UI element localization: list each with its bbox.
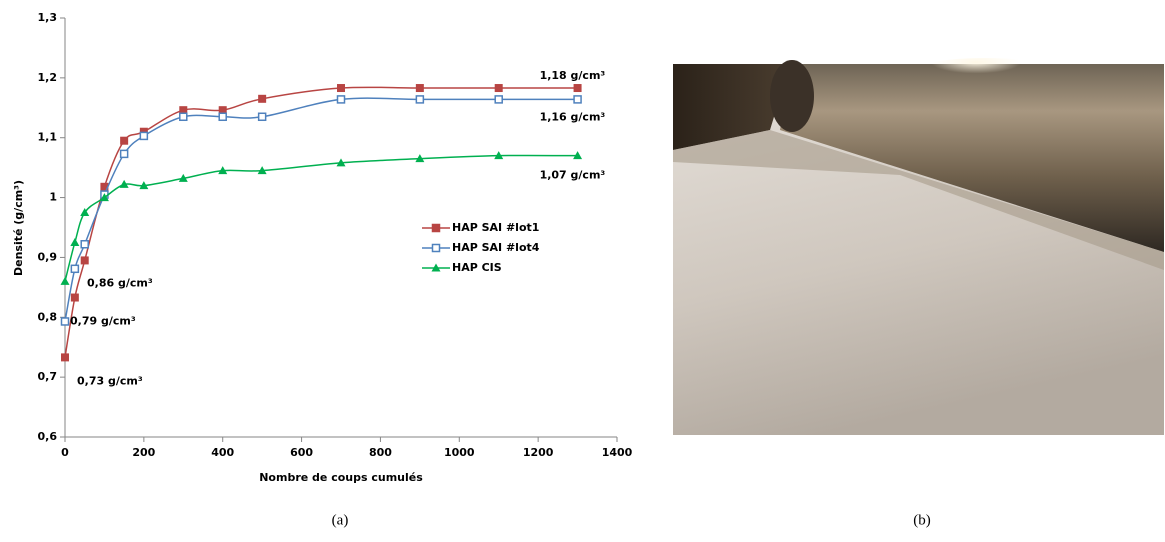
y-tick-label: 0,9 (38, 250, 58, 263)
data-point (80, 208, 90, 217)
data-point (494, 84, 503, 93)
data-point (99, 193, 109, 202)
data-point (179, 112, 188, 122)
data-point (336, 158, 346, 167)
data-point (139, 181, 149, 190)
data-point (60, 276, 70, 285)
data-point (337, 84, 345, 93)
data-point (573, 84, 582, 93)
data-point (257, 112, 267, 122)
data-label: 0,73 g/cm³ (77, 374, 143, 387)
legend-marker (431, 243, 441, 253)
data-point (120, 136, 129, 145)
data-point (218, 112, 227, 122)
x-tick-label: 200 (132, 446, 155, 459)
legend-label: HAP SAI #lot1 (452, 221, 539, 234)
data-label: 0,86 g/cm³ (87, 276, 153, 289)
legend-marker (431, 223, 441, 233)
data-label: 1,18 g/cm³ (540, 69, 606, 82)
y-tick-label: 1 (49, 191, 57, 204)
data-point (258, 94, 267, 103)
data-point (494, 151, 504, 160)
y-tick-label: 1,1 (38, 131, 58, 144)
data-point (573, 151, 583, 160)
data-point (415, 95, 425, 104)
legend-label: HAP CIS (452, 261, 502, 274)
x-axis-title: Nombre de coups cumulés (259, 471, 423, 484)
legend-marker (431, 263, 441, 272)
y-axis-title: Densité (g/cm³) (12, 180, 25, 276)
caption: (b) (913, 512, 931, 528)
x-tick-label: 400 (211, 446, 234, 459)
data-point (119, 179, 129, 188)
data-point (494, 95, 503, 104)
data-point (218, 166, 228, 175)
y-tick-label: 1,3 (38, 11, 58, 24)
legend-label: HAP SAI #lot4 (452, 241, 540, 254)
caption: (a) (332, 512, 349, 528)
data-point (257, 166, 267, 175)
data-point (139, 131, 149, 141)
data-point (178, 173, 188, 182)
x-tick-label: 1200 (523, 446, 554, 459)
x-tick-label: 0 (61, 446, 69, 459)
x-tick-label: 800 (369, 446, 392, 459)
x-tick-label: 1400 (602, 446, 633, 459)
data-point (80, 240, 89, 249)
data-point (70, 264, 80, 274)
data-point (61, 353, 69, 362)
x-tick-label: 1000 (444, 446, 475, 459)
data-point (80, 256, 89, 265)
data-point (70, 293, 79, 302)
y-tick-label: 1,2 (38, 71, 58, 84)
y-tick-label: 0,7 (38, 370, 58, 383)
x-tick-label: 600 (290, 446, 313, 459)
data-point (60, 317, 70, 326)
y-tick-label: 0,6 (38, 430, 58, 443)
data-label: 0,79 g/cm³ (70, 314, 136, 327)
data-point (70, 237, 80, 246)
photo (673, 58, 1164, 435)
y-tick-label: 0,8 (38, 310, 58, 323)
data-label: 1,16 g/cm³ (540, 110, 606, 123)
data-point (119, 149, 129, 159)
data-point (573, 95, 582, 104)
data-point (415, 154, 425, 163)
data-point (336, 95, 346, 104)
data-point (415, 84, 424, 93)
data-label: 1,07 g/cm³ (540, 169, 606, 182)
